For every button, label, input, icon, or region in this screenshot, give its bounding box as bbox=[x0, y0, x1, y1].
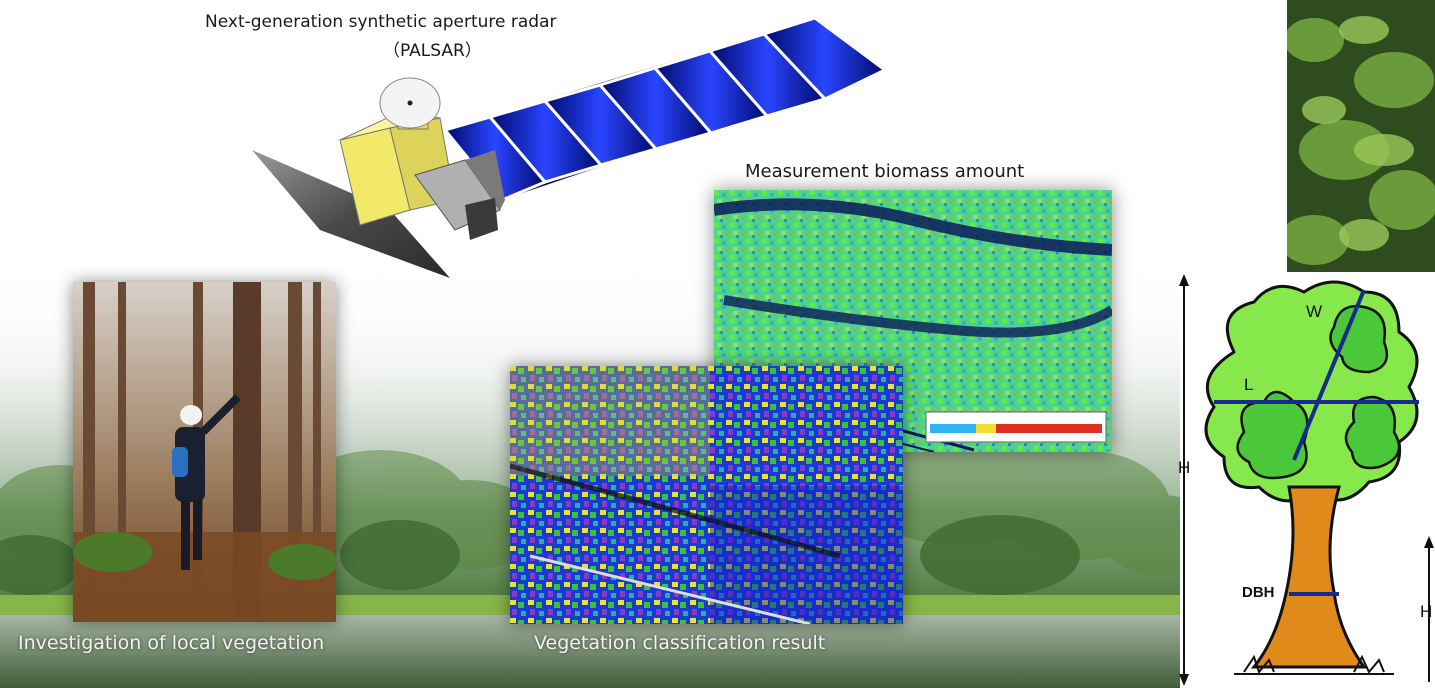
caption-local-vegetation: Investigation of local vegetation bbox=[18, 632, 325, 654]
vegetation-classification-map bbox=[510, 366, 903, 624]
radar-title-line1: Next-generation synthetic aperture radar bbox=[205, 12, 557, 32]
biomass-title: Measurement biomass amount bbox=[745, 161, 1025, 182]
tree-measurement-diagram bbox=[1174, 272, 1435, 688]
label-l: L bbox=[1244, 375, 1254, 394]
label-h-left: H bbox=[1178, 458, 1191, 477]
fern-photo bbox=[1284, 0, 1435, 272]
label-w: W bbox=[1306, 302, 1323, 321]
local-vegetation-photo bbox=[73, 282, 336, 622]
caption-classification: Vegetation classification result bbox=[534, 632, 826, 654]
label-h-right: H bbox=[1420, 602, 1433, 621]
palsar-satellite-illustration bbox=[240, 0, 900, 290]
biomass-map-image bbox=[714, 190, 1112, 452]
radar-title-line2: （PALSAR） bbox=[383, 41, 482, 61]
label-dbh: DBH bbox=[1242, 584, 1275, 601]
